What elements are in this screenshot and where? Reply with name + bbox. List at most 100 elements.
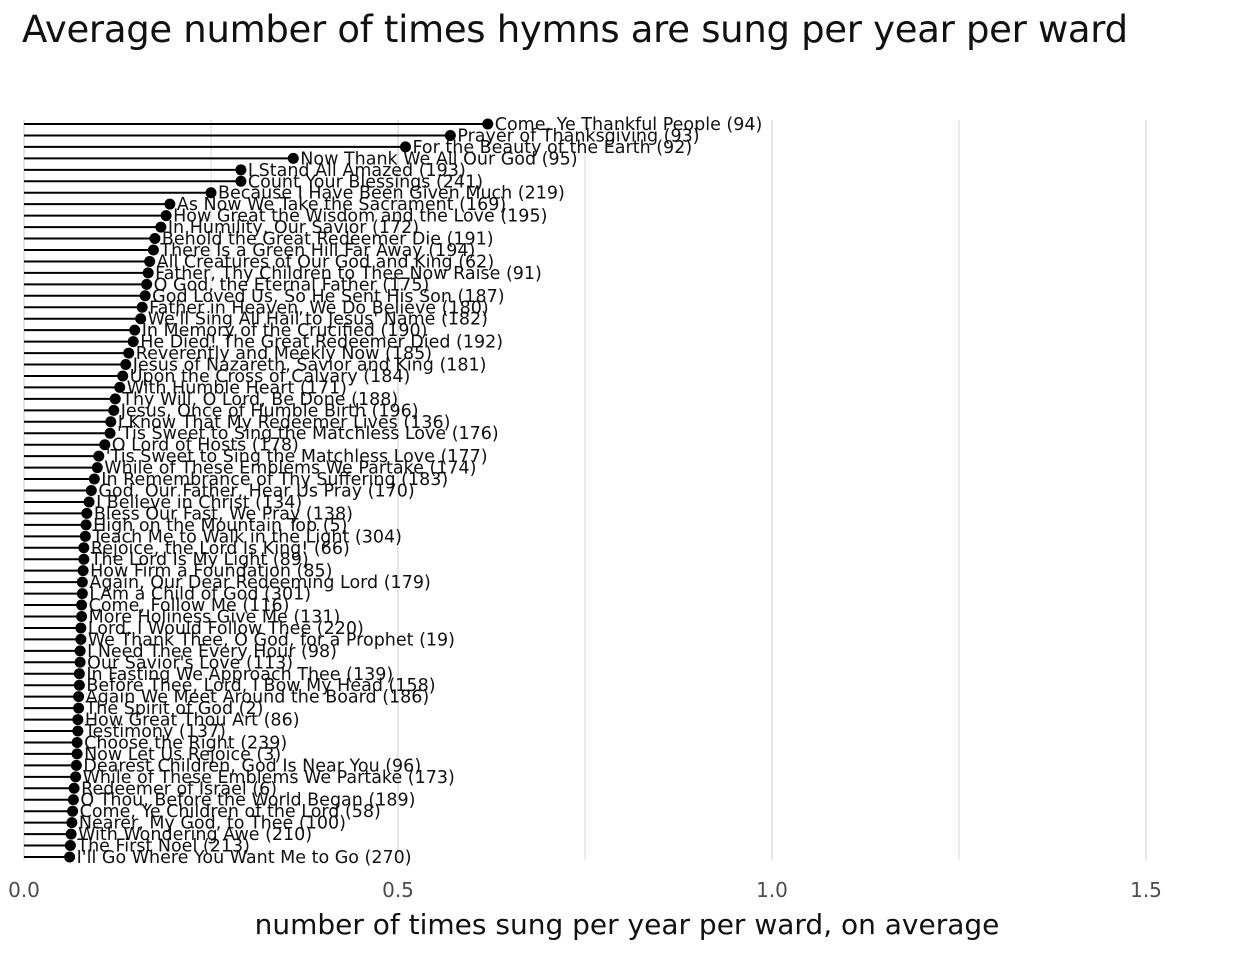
x-tick-label: 0.0 [8, 878, 40, 902]
x-axis-label: number of times sung per year per ward, … [255, 908, 1000, 941]
lollipop-point [73, 691, 85, 703]
lollipop-point [114, 381, 126, 393]
lollipop-point [160, 210, 172, 222]
lollipop-point [73, 679, 85, 691]
hymn-label: How Great Thou Art (86) [85, 711, 300, 731]
lollipop-point [70, 771, 82, 783]
lollipop-point [129, 324, 141, 336]
lollipop-point [74, 656, 86, 668]
hymn-label: We'll Sing All Hail to Jesus' Name (182) [148, 310, 488, 330]
hymn-label: I Need Thee Every Hour (98) [87, 642, 337, 662]
hymn-label: More Holiness Give Me (131) [89, 607, 341, 627]
chart-title: Average number of times hymns are sung p… [22, 8, 1128, 51]
lollipop-point [135, 313, 147, 325]
x-tick-label: 1.0 [756, 878, 788, 902]
hymn-label: I Stand All Amazed (193) [248, 161, 466, 181]
lollipop-point [120, 359, 132, 371]
hymn-label: Redeemer of Israel (6) [81, 779, 277, 799]
lollipop-point [81, 507, 93, 519]
lollipop-point [287, 152, 299, 164]
hymn-label: Dearest Children, God Is Near You (96) [83, 756, 421, 776]
lollipop-point [78, 542, 90, 554]
lollipop-point [67, 794, 79, 806]
lollipop-point [78, 553, 90, 565]
lollipop-point [104, 427, 116, 439]
lollipop-point [399, 141, 411, 153]
hymn-label: In Remembrance of Thy Suffering (183) [101, 470, 448, 490]
hymn-label: Come, Follow Me (116) [89, 596, 290, 616]
hymn-label: The First Noel (213) [76, 837, 250, 857]
lollipop-point [205, 187, 217, 199]
hymn-label: Rejoice, the Lord Is King! (66) [91, 539, 350, 559]
hymn-label: Nearer, My God, to Thee (100) [79, 814, 346, 834]
lollipop-point [142, 267, 154, 279]
hymn-label: O God, the Eternal Father (175) [154, 275, 430, 295]
lollipop-point [144, 255, 156, 267]
hymn-label: Now Thank We All Our God (95) [300, 149, 577, 169]
hymn-label: Our Savior's Love (113) [87, 653, 293, 673]
lollipop-point [109, 393, 121, 405]
hymn-label: Behold the Great Redeemer Die (191) [162, 230, 494, 250]
lollipop-point [71, 748, 83, 760]
hymn-label: I Am a Child of God (301) [89, 585, 311, 605]
hymn-label: With Humble Heart (171) [127, 378, 347, 398]
lollipop-point [73, 702, 85, 714]
hymn-label: We Thank Thee, O God, for a Prophet (19) [88, 630, 455, 650]
lollipop-point [75, 622, 87, 634]
hymn-label: There Is a Green Hill Far Away (194) [159, 241, 475, 261]
hymn-label: O Lord of Hosts (178) [112, 436, 299, 456]
hymn-label: The Lord Is My Light (89) [90, 550, 309, 570]
hymn-label: In Fasting We Approach Thee (139) [86, 665, 393, 685]
hymn-label: Choose the Right (239) [84, 733, 287, 753]
lollipop-point [164, 198, 176, 210]
hymn-label: Father, Thy Children to Thee Now Raise (… [155, 264, 542, 284]
lollipop-point [91, 462, 103, 474]
hymn-label: Reverently and Meekly Now (185) [136, 344, 432, 364]
hymn-label: Come, Ye Thankful People (94) [495, 115, 763, 135]
lollipop-point [149, 233, 161, 245]
lollipop-point [482, 118, 494, 130]
lollipop-point [139, 290, 151, 302]
lollipop-point [155, 221, 167, 233]
lollipop-point [68, 782, 80, 794]
lollipop-point [64, 851, 76, 863]
lollipop-point [67, 805, 79, 817]
lollipop-point [117, 370, 129, 382]
lollipop-point [127, 336, 139, 348]
lollipop-point [73, 668, 85, 680]
lollipop-point [76, 576, 88, 588]
lollipop-point [235, 175, 247, 187]
hymn-label: As Now We Take the Sacrament (169) [177, 195, 506, 215]
hymn-labels: Come, Ye Thankful People (94)Prayer of T… [76, 115, 762, 868]
hymn-label: In Memory of the Crucified (190) [142, 321, 428, 341]
hymn-label: I'll Go Where You Want Me to Go (270) [77, 848, 412, 868]
lollipop-point [136, 301, 148, 313]
gridlines [23, 120, 1147, 860]
lollipop-point [141, 278, 153, 290]
hymn-label: I Believe in Christ (134) [96, 493, 302, 513]
x-tick-label: 1.5 [1130, 878, 1162, 902]
hymn-label: With Wondering Awe (210) [78, 825, 312, 845]
hymn-label: The Spirit of God (2) [85, 699, 264, 719]
hymn-label: High on the Mountain Top (5) [93, 516, 347, 536]
lollipop-point [93, 450, 105, 462]
lollipop-point [85, 485, 97, 496]
lollipop-point [76, 599, 88, 611]
lollipop-point [77, 565, 89, 577]
hymn-label: Prayer of Thanksgiving (93) [457, 126, 699, 146]
hymn-label: He Died! The Great Redeemer Died (192) [140, 333, 503, 353]
hymn-label: O Thou, Before the World Began (189) [80, 791, 415, 811]
lollipop-point [75, 633, 87, 645]
lollipop-point [65, 828, 77, 840]
lollipop-point [76, 610, 88, 622]
hymn-label: Father in Heaven, We Do Believe (180) [149, 298, 489, 318]
hymn-label: While of These Emblems We Partake (173) [83, 768, 455, 788]
hymn-label: Teach Me to Walk in the Light (304) [91, 527, 402, 547]
hymn-label: While of These Emblems We Partake (174) [104, 459, 476, 479]
lollipop-point [105, 416, 117, 428]
lollipop-point [70, 759, 82, 771]
hymn-label: Again We Meet Around the Board (186) [86, 688, 430, 708]
lollipop-point [66, 817, 78, 829]
hymn-label: Now Let Us Rejoice (3) [84, 745, 281, 765]
